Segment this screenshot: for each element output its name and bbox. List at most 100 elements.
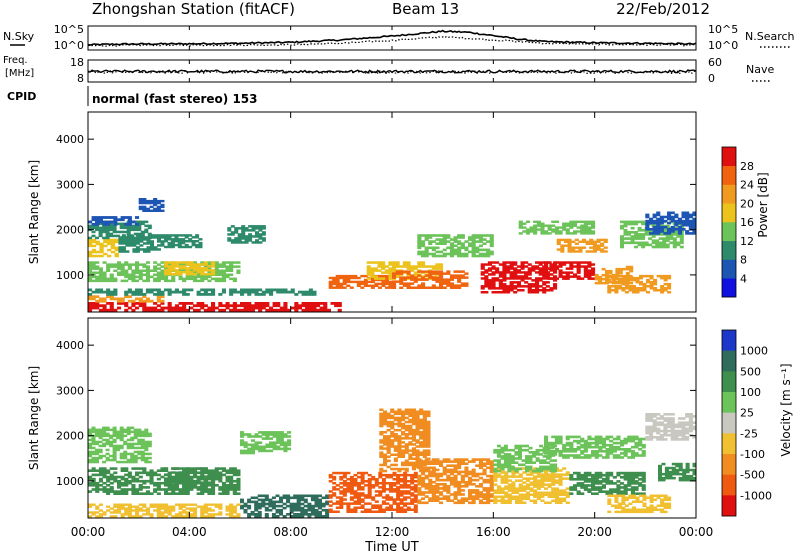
velocity-cell-3	[247, 498, 252, 502]
power-cell-8	[164, 238, 168, 241]
velocity-cell-2	[182, 477, 187, 480]
velocity-cell-1	[214, 471, 219, 475]
velocity-cell-3	[257, 515, 262, 518]
velocity-cell-10	[569, 441, 574, 445]
velocity-cell-1	[236, 471, 241, 475]
velocity-cell-3	[254, 508, 259, 512]
power-cell-22	[153, 207, 158, 211]
power-cell-0	[196, 304, 201, 308]
velocity-cell-4	[178, 515, 183, 518]
power-cell-13	[449, 250, 454, 254]
velocity-cell-8	[562, 491, 567, 494]
power-cell-3	[91, 244, 97, 248]
velocity-cell-1	[117, 481, 122, 485]
power-cell-20	[667, 230, 672, 233]
velocity-cell-4	[142, 503, 147, 506]
power-cell-13	[435, 238, 440, 241]
power-cell-22	[138, 198, 143, 201]
velocity-cell-6	[408, 424, 413, 428]
velocity-cell-4	[142, 509, 147, 512]
velocity-cell-10	[616, 437, 621, 441]
velocity-cell-1	[142, 492, 147, 495]
velocity-cell-8	[500, 489, 505, 492]
velocity-cell-4	[149, 513, 154, 516]
power-cell-10	[356, 276, 361, 280]
velocity-cell-1	[124, 473, 129, 477]
power-cell-22	[156, 205, 161, 209]
velocity-cell-3	[318, 513, 322, 516]
power-cell-10	[342, 278, 347, 282]
velocity-cell-5	[367, 502, 372, 505]
velocity-cell-0	[133, 436, 138, 440]
velocity-cell-2	[193, 475, 198, 478]
velocity-cell-1	[106, 477, 111, 481]
power-cell-23	[113, 218, 118, 222]
power-cell-6	[117, 265, 122, 268]
velocity-cell-6	[415, 449, 420, 452]
velocity-cell-10	[630, 454, 635, 457]
power-cell-7	[185, 271, 190, 274]
power-cell-14	[495, 279, 500, 282]
velocity-cell-10	[580, 439, 585, 443]
power-cell-12	[457, 270, 462, 273]
velocity-cell-3	[250, 513, 255, 516]
velocity-cell-7	[468, 497, 473, 500]
power-cell-10	[374, 278, 379, 282]
velocity-cell-8	[522, 487, 527, 490]
velocity-cell-0	[137, 442, 142, 446]
power-cell-15	[583, 271, 588, 274]
power-cell-6	[124, 261, 129, 264]
velocity-cell-7	[428, 491, 433, 494]
power-cell-21	[554, 228, 559, 231]
velocity-cell-7	[431, 466, 436, 470]
power-cell-12	[442, 286, 447, 289]
power-cell-18	[617, 280, 622, 284]
velocity-cell-9	[542, 467, 547, 471]
velocity-cell-9	[500, 448, 505, 452]
velocity-cell-1	[218, 473, 223, 477]
power-cell-19	[665, 239, 670, 242]
power-cell-0	[221, 304, 226, 308]
velocity-cell-7	[482, 462, 487, 465]
velocity-cell-0	[123, 454, 128, 458]
velocity-cell-10	[598, 441, 603, 445]
velocity-cell-7	[464, 462, 469, 465]
velocity-cell-0	[112, 444, 117, 448]
velocity-cell-6	[419, 420, 424, 424]
velocity-cell-7	[482, 501, 487, 505]
velocity-cell-1	[120, 475, 125, 479]
velocity-cell-5	[381, 478, 386, 481]
power-cell-6	[164, 277, 169, 281]
power-cell-19	[644, 241, 649, 245]
velocity-cell-5	[413, 500, 418, 503]
power-cell-0	[294, 304, 299, 308]
power-cell-13	[468, 250, 473, 254]
power-cell-8	[170, 240, 175, 243]
power-cell-1	[156, 297, 161, 301]
power-cell-6	[142, 279, 147, 283]
velocity-cell-6	[379, 451, 384, 454]
power-cell-13	[439, 240, 444, 243]
power-cell-11	[377, 269, 382, 272]
velocity-cell-4	[229, 507, 234, 510]
velocity-cell-0	[109, 436, 114, 440]
velocity-cell-8	[518, 501, 523, 504]
velocity-cell-2	[185, 473, 190, 476]
power-cell-14	[520, 261, 525, 264]
velocity-cell-10	[594, 456, 599, 459]
velocity-cell-10	[627, 456, 632, 459]
velocity-cell-5	[413, 490, 418, 493]
power-cell-15	[573, 265, 578, 268]
velocity-cell-7	[460, 485, 465, 488]
power-cell-16	[571, 240, 576, 243]
power-cell-7	[200, 267, 205, 270]
power-cell-6	[160, 273, 165, 276]
velocity-cell-6	[383, 441, 388, 444]
velocity-cell-8	[551, 487, 556, 490]
power-cell-23	[98, 216, 103, 219]
velocity-cell-10	[558, 450, 563, 453]
power-cell-22	[142, 209, 147, 212]
power-colorbar-segment	[722, 240, 736, 260]
power-cell-21	[540, 226, 545, 229]
velocity-cell-3	[264, 513, 269, 516]
